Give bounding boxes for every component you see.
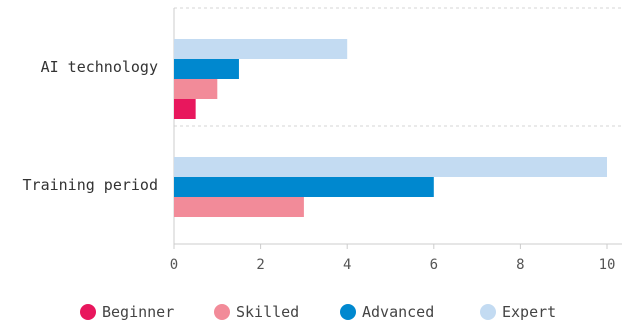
legend-item-beginner[interactable]: Beginner <box>80 303 174 321</box>
legend-label: Beginner <box>102 303 174 321</box>
legend-marker <box>340 304 356 320</box>
x-tick-label: 10 <box>599 257 616 273</box>
bar-advanced-ai-technology <box>174 59 239 79</box>
legend-item-skilled[interactable]: Skilled <box>214 303 299 321</box>
legend-label: Advanced <box>362 303 434 321</box>
legend-marker <box>214 304 230 320</box>
legend-item-advanced[interactable]: Advanced <box>340 303 434 321</box>
category-axis-labels: AI technology Training period <box>23 58 158 194</box>
category-label: Training period <box>23 176 158 194</box>
category-label: AI technology <box>41 58 158 76</box>
legend-label: Expert <box>502 303 556 321</box>
plot-area <box>173 7 622 245</box>
x-tick-label: 0 <box>170 257 178 273</box>
bar-expert-training-period <box>174 157 607 177</box>
x-axis-tick-labels: 0 2 4 6 8 10 <box>170 244 616 273</box>
bar-skilled-training-period <box>174 197 304 217</box>
bar-expert-ai-technology <box>174 39 348 59</box>
x-tick-label: 8 <box>516 257 524 273</box>
legend-marker <box>480 304 496 320</box>
x-tick-label: 2 <box>256 257 264 273</box>
bar-skilled-ai-technology <box>174 79 218 99</box>
legend-label: Skilled <box>236 303 299 321</box>
x-tick-label: 4 <box>343 257 351 273</box>
legend-item-expert[interactable]: Expert <box>480 303 556 321</box>
x-tick-label: 6 <box>430 257 438 273</box>
bar-advanced-training-period <box>174 177 434 197</box>
bar-beginner-ai-technology <box>174 99 196 119</box>
legend: Beginner Skilled Advanced Expert <box>80 303 556 321</box>
legend-marker <box>80 304 96 320</box>
